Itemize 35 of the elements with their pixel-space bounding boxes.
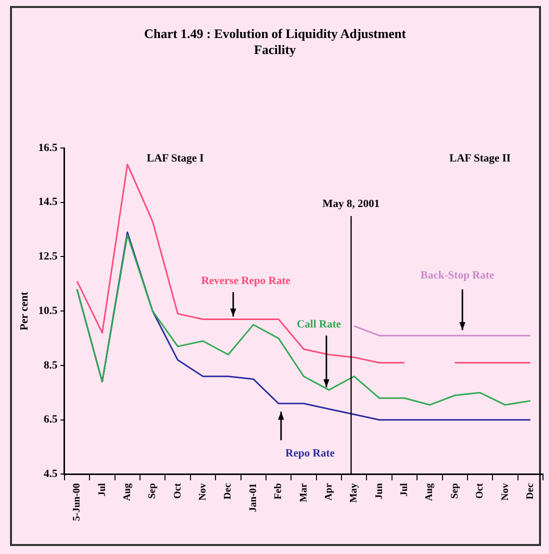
x-tick-label: May (348, 483, 360, 503)
x-tick-label: Dec (524, 482, 536, 500)
y-tick-label: 12.5 (38, 250, 58, 263)
annotation: LAF Stage II (449, 152, 511, 165)
y-tick-label: 10.5 (38, 304, 58, 317)
y-tick-label: 4.5 (44, 468, 58, 480)
text: Reverse Repo Rate (201, 275, 291, 288)
text: Back-Stop Rate (420, 270, 494, 282)
x-tick-label: Jul (96, 483, 108, 497)
x-tick-label: Mar (298, 482, 310, 502)
x-tick-label: Aug (122, 483, 133, 502)
x-tick-label: Jul (399, 483, 410, 497)
x-tick-label: Sep (449, 482, 460, 499)
x-tick-label: Dec (222, 482, 234, 500)
x-tick-label: Jan-01 (248, 483, 259, 512)
y-tick-label: 6.5 (44, 414, 58, 426)
x-tick-label: Nov (198, 483, 209, 500)
x-tick-label: Feb (273, 482, 284, 500)
x-tick-label: Oct (474, 482, 486, 499)
x-tick-label: 5-Jun-00 (72, 483, 83, 522)
annotation: LAF Stage I (146, 152, 204, 165)
ref-line-label: May 8, 2001 (322, 198, 380, 210)
x-tick-label: Apr (323, 482, 334, 500)
y-tick-label: 8.5 (44, 359, 58, 372)
y-axis-title: Per cent (18, 291, 30, 330)
x-tick-label: Aug (424, 483, 436, 502)
text: Repo Rate (285, 448, 335, 460)
series-label: Call Rate (296, 318, 342, 331)
x-tick-label: Oct (172, 482, 184, 499)
x-tick-label: Nov (500, 483, 511, 500)
y-tick-label: 14.5 (38, 196, 58, 208)
y-tick-label: 16.5 (38, 142, 58, 154)
x-tick-label: Jun (374, 482, 385, 500)
chart-title: Chart 1.49 : Evolution of Liquidity Adjustment Facility (143, 26, 407, 58)
x-tick-label: Sep (147, 482, 158, 499)
